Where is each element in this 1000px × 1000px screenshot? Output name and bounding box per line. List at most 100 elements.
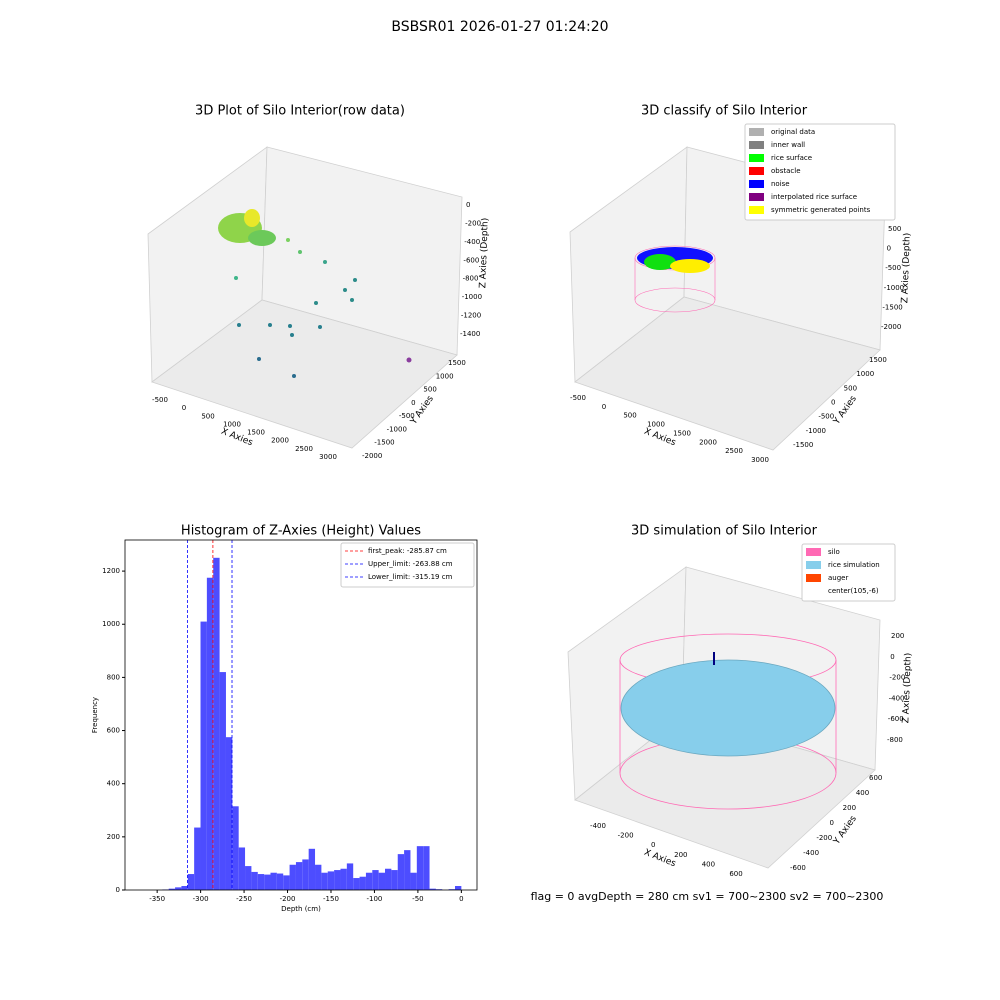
zticks-label: -500 [885,264,901,272]
zticks-label: -600 [888,715,904,723]
bar [270,872,277,890]
xticks-label: -500 [152,396,168,404]
bar [187,874,195,890]
legend-label: interpolated rice surface [771,193,857,201]
bar [200,621,207,890]
legend-swatch [806,561,821,569]
yticks-label: 0 [411,399,415,407]
xticks-label: 600 [729,870,742,878]
bar [321,872,328,890]
point-cloud-1 [218,209,412,378]
y-tick-label: 800 [107,673,120,681]
panel-title: 3D classify of Silo Interior [641,104,808,119]
bar [353,878,360,890]
point-cloud-2 [634,245,716,313]
panes [147,146,886,869]
bar [181,886,188,890]
bar [423,846,430,890]
x-tick-label: -50 [412,895,423,903]
legend-label: auger [828,574,848,582]
legend-label: obstacle [771,167,801,175]
zticks-label: -400 [889,694,905,702]
zticks-label: -200 [889,674,905,682]
zticks-label: 0 [890,653,894,661]
yticks-label: 500 [423,386,436,394]
zticks-label: -400 [464,238,480,246]
yticks-label: -1000 [806,427,826,435]
y-tick-label: 1200 [102,567,120,575]
yticks-label: -1000 [387,425,407,433]
zticks-label: -1000 [462,293,482,301]
bar [372,870,379,890]
bar [378,872,386,890]
yticks-label: 1000 [856,370,874,378]
zticks-label: -800 [887,736,903,744]
silo-simulation [619,633,837,810]
legend-label: original data [771,128,815,136]
zticks-label: -1500 [882,303,902,311]
content: 3D Plot of Silo Interior(row data)-50005… [91,104,914,914]
x-tick-label: -250 [236,895,252,903]
yticks-label: 400 [856,789,869,797]
xticks-label: 2500 [295,445,313,453]
bar [359,876,366,890]
xticks-label: 2500 [725,447,743,455]
yticks-label: -600 [790,864,806,872]
axis-label: X Axies [643,848,678,870]
zticks-label: -2000 [881,323,901,331]
figure-title: BSBSR01 2026-01-27 01:24:20 [391,19,608,35]
bar [206,577,214,890]
xticks-label: 200 [674,851,687,859]
xticks-label: 0 [651,841,655,849]
axis-label: Y Axies [831,814,859,847]
bar [175,887,182,890]
xticks-label: 1000 [223,420,241,428]
legend-swatch [749,180,764,188]
yticks-label: -400 [803,849,819,857]
yticks-label: -200 [816,834,832,842]
legend-swatch [806,587,821,595]
zticks-label: 0 [466,201,470,209]
axis-label: Z Axies (Depth) [900,233,912,304]
legend-box [340,542,475,588]
zticks-label: 0 [887,245,891,253]
pane-floor [151,299,458,449]
bar [315,864,322,890]
legend-swatch [749,193,764,201]
bar [232,806,239,890]
x-axis-label: Depth (cm) [281,905,321,913]
bar [410,872,417,890]
bar [251,871,258,890]
legend-label: symmetric generated points [771,206,871,214]
xticks-label: 3000 [319,453,337,461]
axis-label: Z Axies (Depth) [478,218,490,289]
bar [276,873,284,890]
legend-swatch [806,548,821,556]
legend-box [744,123,896,221]
yticks-label: -2000 [362,452,382,460]
yticks-label: 200 [843,804,856,812]
panel-title: 3D Plot of Silo Interior(row data) [195,104,405,119]
plot-frame [124,539,478,891]
legend-label: Lower_limit: -315.19 cm [368,573,453,581]
panel-title: 3D simulation of Silo Interior [631,524,818,539]
x-tick-label: -200 [280,895,296,903]
bar [429,888,436,890]
x-tick-label: 0 [459,895,463,903]
bar [225,737,233,890]
bar [168,888,176,890]
legend-label: Upper_limit: -263.88 cm [368,560,453,568]
legend-swatch [749,206,764,214]
bar [404,850,411,890]
x-tick-label: -350 [149,895,165,903]
bar [391,870,398,890]
bar [283,875,290,890]
yticks-label: 600 [869,774,882,782]
xticks-label: 2000 [271,437,289,445]
legend-swatch [749,154,764,162]
legend-swatch [749,128,764,136]
yticks-label: 1000 [436,372,454,380]
xticks-label: 3000 [751,456,769,464]
legend-label: first_peak: -285.87 cm [368,547,447,555]
legend-swatch [749,167,764,175]
